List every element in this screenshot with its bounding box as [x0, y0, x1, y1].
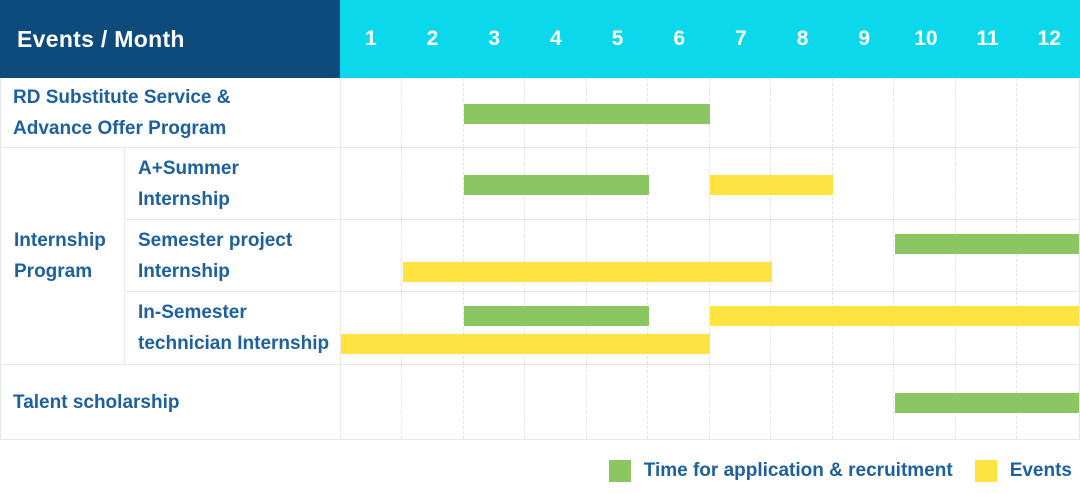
row-label-line: RD Substitute Service &: [13, 86, 231, 108]
month-gridline: [895, 220, 956, 291]
row-semester-project-internship: Semester project Internship: [125, 220, 1079, 292]
gantt-bar-recruitment: [894, 234, 1079, 254]
month-gridline: [403, 365, 464, 439]
row-label-line: Talent scholarship: [13, 391, 180, 413]
chart-area-in-semester: [341, 292, 1079, 364]
gantt-bar-recruitment: [894, 393, 1079, 413]
corner-header-label: Events / Month: [17, 25, 185, 52]
month-gridline: [833, 220, 895, 291]
group-label-line: Internship: [14, 230, 106, 251]
row-label-line: In-Semester: [138, 302, 247, 323]
row-label-semester-project: Semester project Internship: [125, 220, 341, 291]
month-label-12: 12: [1037, 27, 1061, 50]
legend-item-recruitment: Time for application & recruitment: [608, 460, 953, 482]
row-label-in-semester: In-Semester technician Internship: [125, 292, 341, 364]
month-gridline: [710, 365, 772, 439]
legend-label: Time for application & recruitment: [643, 460, 953, 481]
row-talent-scholarship: Talent scholarship: [1, 365, 1079, 439]
internship-subrows: A+Summer Internship Semester project Int…: [125, 148, 1079, 364]
month-label-3: 3: [488, 27, 501, 50]
month-gridline: [772, 292, 833, 364]
month-label-7: 7: [735, 27, 747, 50]
row-label-line: Internship: [138, 188, 230, 210]
month-gridline: [710, 78, 772, 147]
month-gridline: [341, 148, 403, 219]
month-label-5: 5: [611, 27, 624, 50]
month-gridline: [403, 148, 464, 219]
row-label-a-summer: A+Summer Internship: [125, 148, 341, 219]
row-label-line: Advance Offer Program: [13, 117, 227, 139]
month-gridline: [341, 365, 403, 439]
month-gridline: [772, 365, 833, 439]
month-label-2: 2: [426, 27, 439, 50]
month-label-9: 9: [858, 27, 871, 50]
chart-area-semester-project: [341, 220, 1079, 291]
chart-area-rd-substitute: [341, 78, 1079, 147]
month-gridline: [341, 78, 403, 147]
table-header: Events / Month 1 2 3 4 5 6 7 8 9 10 11 12: [0, 0, 1080, 78]
month-label-1: 1: [364, 27, 377, 50]
row-rd-substitute: RD Substitute Service & Advance Offer Pr…: [1, 78, 1079, 148]
row-label-rd-substitute: RD Substitute Service & Advance Offer Pr…: [1, 78, 341, 147]
legend-swatch-recruitment: [608, 460, 631, 482]
gantt-bar-event: [710, 306, 1079, 326]
month-gridline: [526, 365, 587, 439]
gantt-bar-recruitment: [464, 306, 649, 326]
table-body: RD Substitute Service & Advance Offer Pr…: [0, 78, 1080, 440]
gantt-bar-event: [710, 174, 833, 195]
month-gridline: [895, 292, 956, 364]
month-gridline: [649, 148, 710, 219]
month-gridline: [956, 78, 1018, 147]
legend-swatch-event: [974, 460, 997, 482]
month-gridline: [833, 365, 895, 439]
month-label-6: 6: [673, 27, 686, 50]
gantt-bar-event: [341, 334, 710, 354]
month-gridline: [464, 365, 526, 439]
row-a-summer-internship: A+Summer Internship: [125, 148, 1079, 220]
month-gridline: [956, 292, 1018, 364]
month-header-row: 1 2 3 4 5 6 7 8 9 10 11 12: [340, 0, 1080, 78]
month-label-10: 10: [914, 27, 938, 50]
row-label-talent-scholarship: Talent scholarship: [1, 365, 341, 439]
group-label-internship-program: Internship Program: [1, 148, 125, 364]
legend: Time for application & recruitment Events: [608, 454, 1072, 488]
internship-program-section: Internship Program A+Summer Internship S…: [1, 148, 1079, 365]
month-label-8: 8: [796, 27, 809, 50]
month-gridline: [833, 292, 895, 364]
legend-item-event: Events: [974, 460, 1072, 482]
month-gridline: [833, 78, 895, 147]
month-gridline: [587, 365, 649, 439]
gantt-bar-recruitment: [464, 103, 710, 124]
month-gridline: [956, 148, 1018, 219]
row-in-semester-technician-internship: In-Semester technician Internship: [125, 292, 1079, 364]
row-label-line: A+Summer: [138, 157, 239, 179]
month-gridline: [341, 220, 403, 291]
gantt-bar-event: [402, 262, 772, 282]
month-gridline: [833, 148, 895, 219]
month-label-11: 11: [976, 27, 999, 50]
chart-area-talent-scholarship: [341, 365, 1079, 439]
month-gridline: [956, 220, 1018, 291]
gantt-bar-recruitment: [464, 174, 649, 195]
chart-area-a-summer: [341, 148, 1079, 219]
month-gridline: [710, 292, 772, 364]
month-gridline: [772, 220, 833, 291]
corner-header-cell: Events / Month: [0, 0, 340, 78]
group-label-line: Program: [14, 261, 93, 282]
month-gridline: [403, 78, 464, 147]
row-label-line: Semester project: [138, 229, 293, 251]
month-gridline: [772, 78, 833, 147]
row-label-line: technician Internship: [138, 333, 330, 354]
month-gridline: [895, 78, 956, 147]
legend-label: Events: [1009, 460, 1072, 481]
month-label-4: 4: [550, 27, 562, 50]
row-label-line: Internship: [138, 260, 230, 282]
month-gridline: [895, 148, 956, 219]
month-gridline: [649, 365, 710, 439]
